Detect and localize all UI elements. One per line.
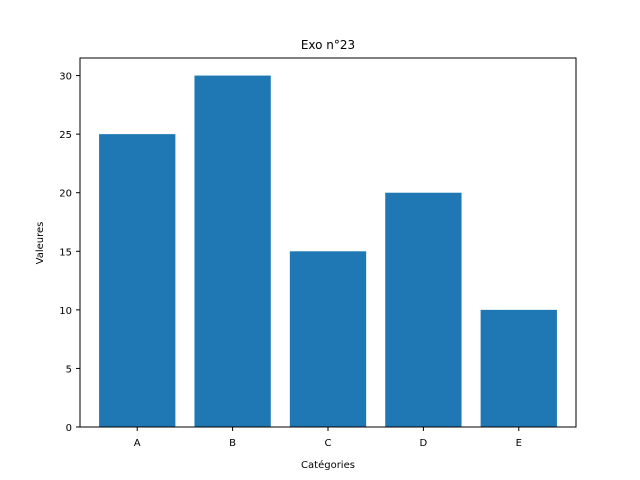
x-tick-label: D xyxy=(420,438,428,449)
y-tick-label: 10 xyxy=(59,306,72,317)
bar-c xyxy=(289,251,367,427)
y-tick-label: 25 xyxy=(59,130,72,141)
chart-title: Exo n°23 xyxy=(301,38,355,52)
y-tick-label: 20 xyxy=(59,189,72,200)
x-axis-label: Catégories xyxy=(301,459,355,471)
y-tick-label: 5 xyxy=(66,364,72,375)
y-tick-label: 30 xyxy=(59,72,72,83)
y-axis-label: Valeures xyxy=(35,222,46,265)
y-axis-ticks: 0 5 10 15 20 25 30 xyxy=(59,72,80,434)
bars-group xyxy=(99,75,557,428)
x-tick-label: B xyxy=(229,438,236,449)
bar-a xyxy=(99,134,176,427)
y-tick-label: 0 xyxy=(66,423,72,434)
bar-b xyxy=(194,75,271,428)
x-axis-ticks: A B C D E xyxy=(134,427,522,449)
plot-frame xyxy=(79,57,577,428)
y-tick-label: 15 xyxy=(59,247,72,258)
bar-e xyxy=(480,309,557,427)
x-tick-label: E xyxy=(516,438,522,449)
bar-d xyxy=(385,192,462,427)
x-tick-label: C xyxy=(325,438,332,449)
x-tick-label: A xyxy=(134,438,141,449)
